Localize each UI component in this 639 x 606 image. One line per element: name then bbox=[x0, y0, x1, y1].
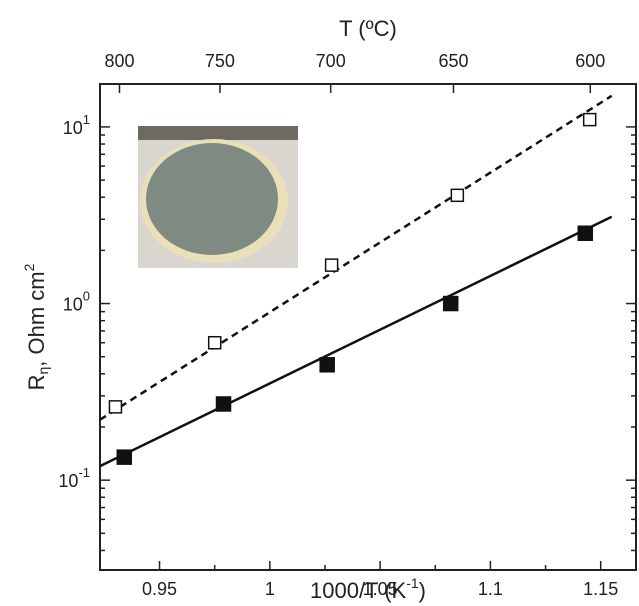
y-tick-base: 10 bbox=[63, 118, 83, 138]
y-tick-label: 101 bbox=[63, 112, 90, 137]
y-label-sup: 2 bbox=[21, 263, 37, 271]
y-tick-label: 10-1 bbox=[58, 466, 90, 491]
marker bbox=[207, 335, 222, 350]
x2-tick-label: 700 bbox=[316, 51, 346, 71]
marker bbox=[108, 400, 123, 414]
x2-tick-label: 600 bbox=[575, 51, 605, 71]
marker bbox=[577, 225, 594, 242]
y-tick-sup: 1 bbox=[83, 112, 90, 127]
y-label-sub: η bbox=[35, 367, 51, 375]
ruler bbox=[138, 126, 298, 142]
y-axis-label: Rη, Ohm cm2 bbox=[21, 263, 51, 390]
marker bbox=[450, 188, 465, 203]
x-tick-label: 0.95 bbox=[142, 579, 177, 599]
x-tick-label: 1 bbox=[265, 579, 275, 599]
y-label-base: R bbox=[24, 375, 49, 391]
x2-tick-label: 750 bbox=[205, 51, 235, 71]
y-label-text: , Ohm cm bbox=[24, 271, 49, 366]
x-tick-label: 1.05 bbox=[363, 579, 398, 599]
inset-photo bbox=[138, 126, 298, 268]
marker bbox=[324, 258, 339, 272]
fit-line bbox=[99, 215, 613, 468]
x-label-sup: -1 bbox=[406, 575, 419, 591]
x-label-text: 1000/T (K bbox=[310, 578, 407, 603]
marker bbox=[215, 396, 232, 412]
y-tick-base: 10 bbox=[58, 471, 78, 491]
x-axis-label: 1000/T (K-1) bbox=[310, 575, 426, 603]
marker bbox=[582, 112, 597, 127]
x-label-end: ) bbox=[419, 578, 426, 603]
y-tick-sup: 0 bbox=[83, 289, 90, 304]
y-tick-label: 100 bbox=[63, 289, 90, 314]
plot-frame bbox=[99, 83, 637, 571]
x2-tick-label: 800 bbox=[104, 51, 134, 71]
marker bbox=[319, 357, 335, 373]
y-tick-base: 10 bbox=[63, 294, 83, 314]
y-tick-sup: -1 bbox=[78, 466, 90, 481]
marker bbox=[116, 449, 133, 465]
x-tick-label: 1.15 bbox=[583, 579, 618, 599]
x2-tick-label: 650 bbox=[438, 51, 468, 71]
disk bbox=[146, 143, 278, 255]
x-tick-label: 1.1 bbox=[478, 579, 503, 599]
marker bbox=[442, 295, 459, 312]
x2-axis-label: T (ºC) bbox=[339, 16, 397, 41]
fit-line bbox=[99, 94, 613, 421]
